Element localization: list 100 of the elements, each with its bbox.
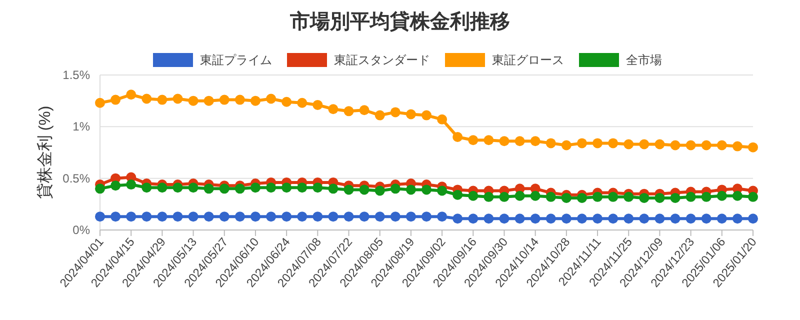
- point: [172, 212, 183, 222]
- point: [686, 140, 696, 150]
- point: [95, 212, 105, 222]
- legend-label: 東証スタンダード: [334, 53, 430, 67]
- point: [701, 192, 712, 202]
- point: [344, 212, 354, 222]
- point: [422, 184, 432, 195]
- y-tick-label: 1%: [72, 120, 90, 134]
- point: [639, 139, 650, 150]
- point: [312, 212, 323, 222]
- point: [422, 110, 432, 120]
- point: [250, 182, 260, 193]
- point: [701, 214, 712, 224]
- point: [110, 180, 121, 191]
- point: [142, 182, 152, 193]
- point: [157, 212, 168, 222]
- point: [530, 136, 540, 146]
- point: [639, 214, 650, 224]
- point: [204, 184, 214, 194]
- point: [546, 138, 556, 148]
- point: [406, 212, 416, 222]
- point: [110, 212, 121, 222]
- point: [639, 192, 650, 203]
- point: [514, 190, 525, 201]
- point: [468, 135, 478, 146]
- point: [701, 140, 712, 150]
- point: [297, 212, 308, 222]
- point: [499, 136, 510, 146]
- point: [297, 182, 308, 193]
- y-axis-title: 貸株金利 (%): [36, 106, 54, 200]
- point: [576, 192, 587, 203]
- point: [328, 104, 338, 114]
- y-tick-label: 0%: [72, 223, 90, 237]
- point: [219, 184, 230, 194]
- point: [390, 107, 400, 118]
- point: [312, 182, 323, 193]
- point: [95, 184, 105, 194]
- point: [437, 186, 448, 196]
- point: [374, 186, 385, 196]
- point: [561, 192, 572, 203]
- point: [344, 184, 354, 195]
- point: [670, 214, 680, 224]
- point: [142, 212, 152, 222]
- point: [576, 214, 587, 224]
- point: [452, 214, 463, 224]
- point: [282, 96, 292, 107]
- point: [748, 214, 758, 224]
- point: [250, 96, 260, 106]
- point: [328, 184, 338, 194]
- point: [344, 106, 354, 116]
- point: [266, 212, 276, 222]
- point: [468, 214, 478, 224]
- point: [282, 182, 292, 193]
- point: [716, 190, 727, 201]
- point: [204, 96, 214, 106]
- point: [219, 212, 230, 222]
- point: [188, 212, 198, 222]
- point: [157, 182, 168, 193]
- y-tick-label: 0.5%: [62, 171, 90, 186]
- point: [546, 214, 556, 224]
- point: [576, 138, 587, 148]
- point: [654, 139, 665, 150]
- point: [126, 90, 136, 100]
- point: [234, 212, 245, 222]
- point: [157, 94, 168, 105]
- point: [608, 192, 618, 202]
- point: [624, 192, 634, 202]
- point: [452, 132, 463, 142]
- point: [374, 212, 385, 222]
- legend-label: 東証グロース: [492, 53, 564, 67]
- point: [748, 192, 758, 202]
- point: [359, 212, 370, 222]
- point: [654, 192, 665, 203]
- point: [126, 180, 136, 190]
- point: [716, 214, 727, 224]
- point: [748, 142, 758, 152]
- point: [282, 212, 292, 222]
- point: [514, 136, 525, 146]
- chart-title: 市場別平均貸株金利推移: [289, 10, 510, 33]
- point: [499, 214, 510, 224]
- point: [561, 140, 572, 150]
- point: [452, 190, 463, 200]
- point: [530, 214, 540, 224]
- point: [670, 140, 680, 150]
- point: [234, 184, 245, 194]
- point: [499, 192, 510, 202]
- y-tick-label: 1.5%: [62, 68, 90, 82]
- point: [732, 141, 742, 152]
- point: [561, 214, 572, 224]
- point: [546, 192, 556, 202]
- point: [188, 182, 198, 193]
- point: [592, 214, 603, 224]
- point: [172, 182, 183, 193]
- point: [716, 140, 727, 150]
- point: [592, 138, 603, 148]
- point: [732, 190, 742, 201]
- point: [126, 212, 136, 222]
- point: [468, 190, 478, 201]
- point: [686, 214, 696, 224]
- point: [592, 192, 603, 202]
